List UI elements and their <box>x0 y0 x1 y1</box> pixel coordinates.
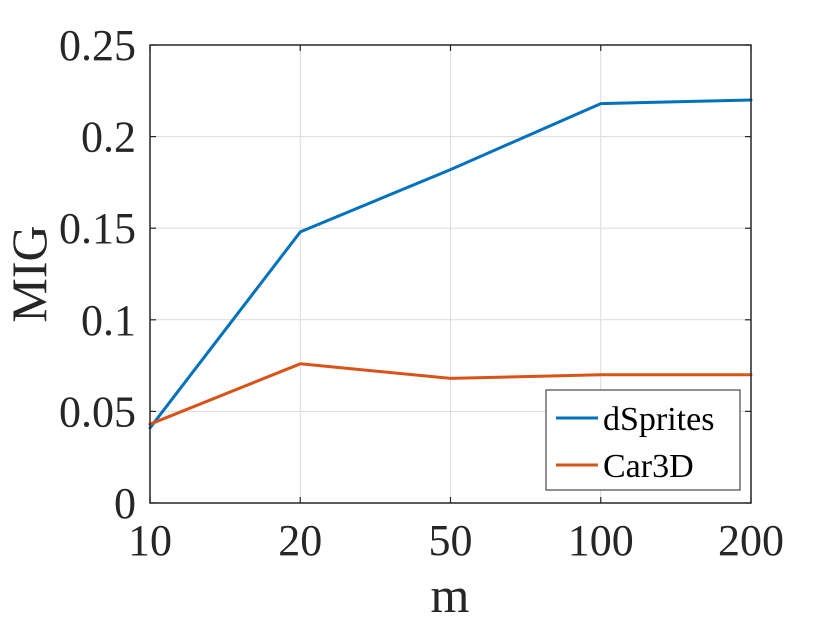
grid <box>150 45 751 503</box>
y-tick-label: 0.25 <box>59 21 136 70</box>
legend: dSprites Car3D <box>545 389 741 491</box>
x-tick-label: 20 <box>278 516 322 565</box>
x-tick-label: 200 <box>718 516 784 565</box>
x-axis-title: m <box>431 567 470 623</box>
legend-label: Car3D <box>603 448 694 485</box>
x-tick-label: 50 <box>429 516 473 565</box>
x-tick-label: 10 <box>128 516 172 565</box>
series-line-dsprites <box>148 98 753 430</box>
x-tick-labels: 10 20 50 100 200 <box>128 516 784 565</box>
y-tick-labels: 0 0.05 0.1 0.15 0.2 0.25 <box>59 21 136 528</box>
legend-box <box>545 389 741 491</box>
y-tick-label: 0.2 <box>81 113 136 162</box>
legend-label: dSprites <box>603 401 714 438</box>
x-tick-label: 100 <box>568 516 634 565</box>
y-tick-label: 0.1 <box>81 296 136 345</box>
ticks <box>149 44 752 504</box>
series-line-car3d <box>148 362 753 426</box>
y-tick-label: 0.05 <box>59 387 136 436</box>
y-tick-label: 0.15 <box>59 204 136 253</box>
series-lines <box>148 98 753 430</box>
y-tick-label: 0 <box>114 479 136 528</box>
y-axis-title: MIG <box>1 225 57 322</box>
